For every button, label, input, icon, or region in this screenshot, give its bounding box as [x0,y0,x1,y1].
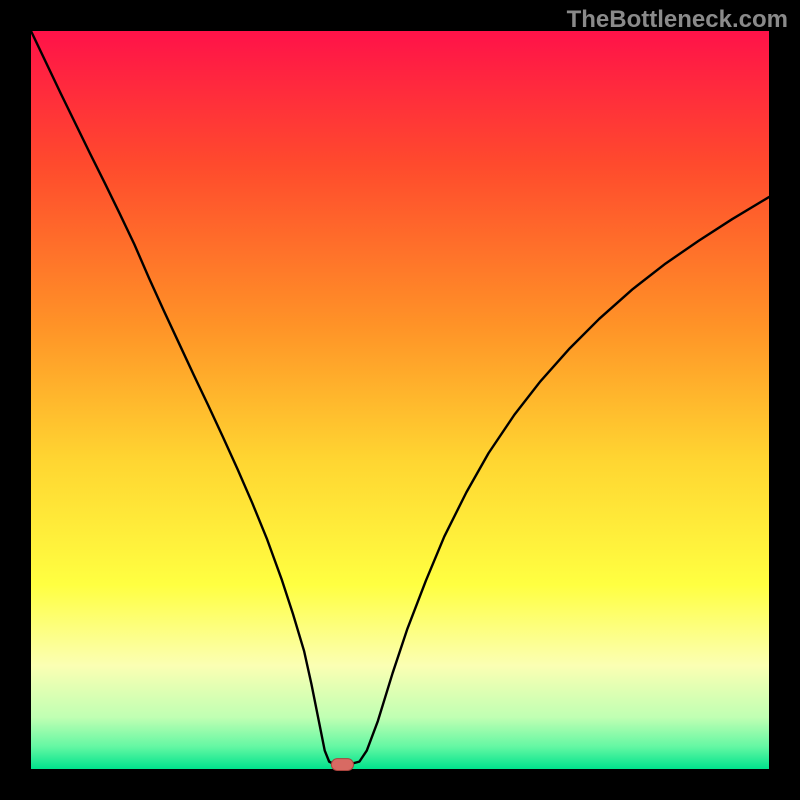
chart-container: TheBottleneck.com [0,0,800,800]
plot-background [31,31,769,769]
optimum-marker [331,759,353,771]
bottleneck-chart [0,0,800,800]
